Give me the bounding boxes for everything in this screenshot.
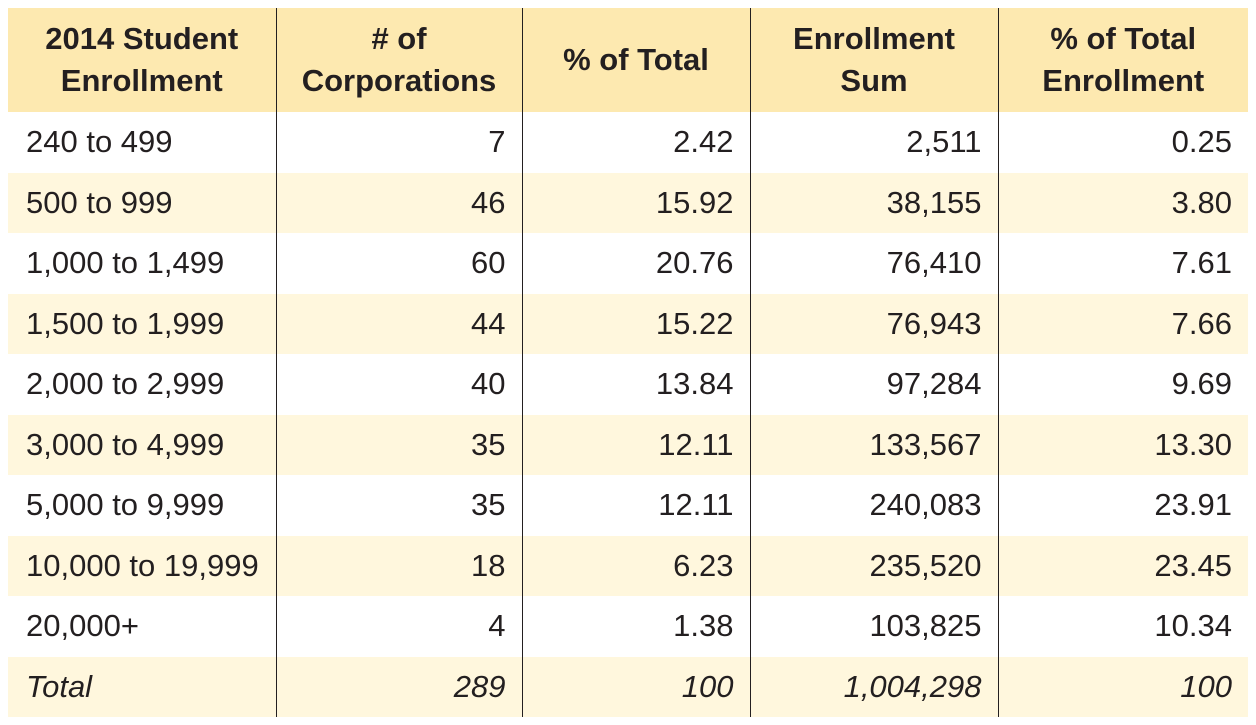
enrollment-sum-cell: 133,567 (749, 414, 998, 475)
percent-enrollment-cell: 13.30 (997, 414, 1248, 475)
header-line: Enrollment (1042, 63, 1205, 98)
enrollment-sum-cell: 240,083 (749, 475, 998, 536)
percent-enrollment-cell: 3.80 (997, 172, 1248, 233)
total-enrollment-sum: 1,004,298 (749, 656, 998, 717)
percent-enrollment-cell: 0.25 (997, 112, 1248, 173)
total-percent-enrollment: 100 (997, 656, 1248, 717)
enrollment-sum-cell: 235,520 (749, 535, 998, 596)
percent-total-cell: 15.92 (521, 172, 750, 233)
percent-total-cell: 1.38 (521, 596, 750, 657)
enrollment-range-cell: 2,000 to 2,999 (8, 354, 276, 415)
percent-enrollment-cell: 10.34 (997, 596, 1248, 657)
header-row: 2014 Student Enrollment # of Corporation… (8, 8, 1248, 112)
enrollment-range-cell: 20,000+ (8, 596, 276, 657)
total-row: Total 289 100 1,004,298 100 (8, 656, 1248, 717)
table-row: 1,500 to 1,999 44 15.22 76,943 7.66 (8, 293, 1248, 354)
total-corporations: 289 (275, 656, 522, 717)
percent-total-cell: 12.11 (521, 475, 750, 536)
table-row: 500 to 999 46 15.92 38,155 3.80 (8, 172, 1248, 233)
enrollment-sum-cell: 97,284 (749, 354, 998, 415)
corporations-cell: 35 (275, 414, 522, 475)
enrollment-range-cell: 5,000 to 9,999 (8, 475, 276, 536)
percent-total-cell: 20.76 (521, 233, 750, 294)
table-row: 240 to 499 7 2.42 2,511 0.25 (8, 112, 1248, 173)
table-row: 3,000 to 4,999 35 12.11 133,567 13.30 (8, 414, 1248, 475)
enrollment-range-cell: 1,000 to 1,499 (8, 233, 276, 294)
percent-total-cell: 13.84 (521, 354, 750, 415)
corporations-cell: 46 (275, 172, 522, 233)
percent-total-cell: 6.23 (521, 535, 750, 596)
corporations-cell: 40 (275, 354, 522, 415)
percent-total-cell: 15.22 (521, 293, 750, 354)
total-percent: 100 (521, 656, 750, 717)
percent-enrollment-cell: 7.66 (997, 293, 1248, 354)
corporations-cell: 44 (275, 293, 522, 354)
header-line: % of Total (1050, 21, 1197, 56)
percent-enrollment-cell: 23.91 (997, 475, 1248, 536)
corporations-cell: 4 (275, 596, 522, 657)
header-enrollment-sum: Enrollment Sum (749, 8, 998, 112)
table-row: 5,000 to 9,999 35 12.11 240,083 23.91 (8, 475, 1248, 536)
table-row: 2,000 to 2,999 40 13.84 97,284 9.69 (8, 354, 1248, 415)
enrollment-sum-cell: 76,943 (749, 293, 998, 354)
percent-enrollment-cell: 23.45 (997, 535, 1248, 596)
total-label: Total (8, 656, 276, 717)
enrollment-table: 2014 Student Enrollment # of Corporation… (8, 8, 1248, 717)
enrollment-range-cell: 10,000 to 19,999 (8, 535, 276, 596)
enrollment-sum-cell: 38,155 (749, 172, 998, 233)
enrollment-sum-cell: 2,511 (749, 112, 998, 173)
header-line: Enrollment (793, 21, 955, 56)
header-corporations: # of Corporations (275, 8, 522, 112)
enrollment-range-cell: 240 to 499 (8, 112, 276, 173)
header-enrollment-range: 2014 Student Enrollment (8, 8, 276, 112)
corporations-cell: 35 (275, 475, 522, 536)
enrollment-range-cell: 3,000 to 4,999 (8, 414, 276, 475)
header-line: % of Total (563, 42, 709, 77)
enrollment-range-cell: 500 to 999 (8, 172, 276, 233)
header-percent-total: % of Total (521, 8, 750, 112)
corporations-cell: 7 (275, 112, 522, 173)
corporations-cell: 60 (275, 233, 522, 294)
header-line: Enrollment (60, 63, 223, 98)
enrollment-sum-cell: 76,410 (749, 233, 998, 294)
percent-total-cell: 12.11 (521, 414, 750, 475)
enrollment-sum-cell: 103,825 (749, 596, 998, 657)
header-line: # of (371, 21, 427, 56)
table-row: 1,000 to 1,499 60 20.76 76,410 7.61 (8, 233, 1248, 294)
header-line: Sum (840, 63, 908, 98)
header-percent-total-enrollment: % of Total Enrollment (997, 8, 1248, 112)
enrollment-range-cell: 1,500 to 1,999 (8, 293, 276, 354)
percent-total-cell: 2.42 (521, 112, 750, 173)
header-line: Corporations (301, 63, 497, 98)
table-row: 20,000+ 4 1.38 103,825 10.34 (8, 596, 1248, 657)
corporations-cell: 18 (275, 535, 522, 596)
percent-enrollment-cell: 9.69 (997, 354, 1248, 415)
table-row: 10,000 to 19,999 18 6.23 235,520 23.45 (8, 535, 1248, 596)
header-line: 2014 Student (45, 21, 239, 56)
percent-enrollment-cell: 7.61 (997, 233, 1248, 294)
